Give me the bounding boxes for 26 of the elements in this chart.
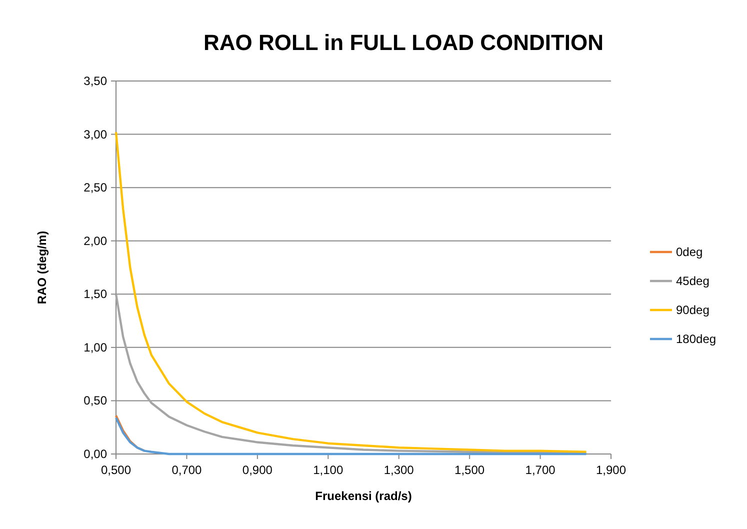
- x-tick-label: 0,500: [100, 463, 132, 477]
- x-tick-label: 0,700: [172, 463, 202, 477]
- line-series: [114, 293, 588, 454]
- y-tick-label: 0,00: [84, 447, 108, 461]
- x-tick-label: 1,700: [525, 463, 556, 477]
- x-tick-label: 0,900: [242, 463, 273, 477]
- y-tick-label: 3,50: [84, 74, 108, 88]
- y-tick-label: 2,50: [84, 180, 108, 195]
- legend-label: 180deg: [676, 332, 716, 346]
- chart-title: RAO ROLL in FULL LOAD CONDITION: [203, 30, 604, 55]
- x-tick-label: 1,500: [454, 463, 485, 477]
- x-axis-title: Fruekensi (rad/s): [315, 489, 412, 503]
- line-series: [114, 131, 588, 453]
- y-axis-title: RAO (deg/m): [35, 230, 49, 304]
- legend-label: 90deg: [676, 303, 710, 317]
- x-tick-label: 1,300: [384, 463, 414, 477]
- y-tick-label: 1,50: [84, 287, 108, 302]
- x-tick-label: 1,100: [313, 463, 344, 477]
- y-tick-label: 1,00: [84, 340, 108, 354]
- y-tick-label: 0,50: [84, 394, 108, 408]
- y-tick-label: 3,00: [84, 127, 108, 142]
- legend-label: 45deg: [676, 274, 710, 288]
- x-tick-label: 1,900: [596, 463, 626, 477]
- line-series: [114, 416, 588, 456]
- legend-label: 0deg: [676, 245, 703, 259]
- y-tick-label: 2,00: [84, 234, 108, 248]
